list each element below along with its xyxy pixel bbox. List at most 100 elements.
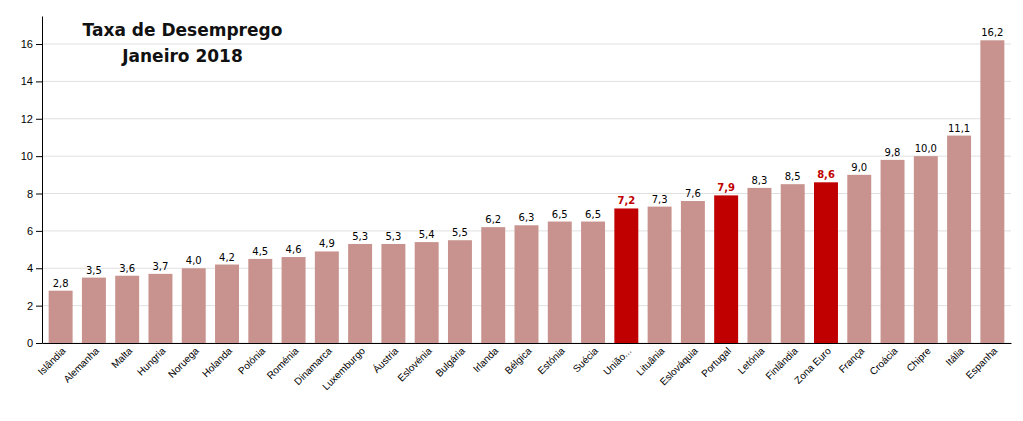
data-label: 10,0	[915, 143, 937, 154]
x-tick: Noruega	[166, 345, 201, 380]
x-tick-label: Malta	[109, 345, 134, 370]
y-tick-label: 8	[27, 188, 33, 200]
x-tick: Malta	[109, 345, 134, 370]
data-label: 4,6	[286, 244, 302, 255]
x-tick: Alemanha	[61, 345, 101, 385]
y-tick-mark	[36, 44, 42, 45]
x-tick-label: França	[837, 345, 867, 375]
y-tick-mark	[36, 343, 42, 344]
data-label: 5,3	[385, 231, 401, 242]
data-labels: 2,83,53,63,74,04,24,54,64,95,35,35,45,56…	[53, 27, 1004, 288]
data-label: 9,8	[885, 147, 901, 158]
y-tick: 8	[27, 188, 42, 200]
subtitle: Janeiro 2018	[121, 46, 243, 66]
x-tick-label: Itália	[943, 345, 966, 368]
x-tick-label: Eslovénia	[395, 345, 434, 384]
bar	[82, 278, 106, 343]
grid-line	[42, 81, 1011, 82]
x-tick: Eslováquia	[658, 345, 701, 388]
data-label: 4,5	[252, 246, 268, 257]
bar	[847, 175, 871, 343]
y-tick-mark	[36, 268, 42, 269]
bar	[648, 207, 672, 343]
bar	[148, 274, 172, 343]
x-tick-label: Estónia	[535, 345, 567, 377]
x-tick: Polónia	[236, 345, 268, 377]
x-tick-label: Luxemburgo	[320, 345, 367, 392]
x-tick-label: Islândia	[36, 345, 68, 377]
x-tick: Luxemburgo	[320, 345, 367, 392]
x-tick: Eslovénia	[395, 345, 434, 384]
x-tick: Holanda	[200, 345, 234, 379]
y-tick-mark	[36, 231, 42, 232]
x-tick-label: Noruega	[166, 345, 201, 380]
y-tick-mark	[36, 119, 42, 120]
x-tick: Áustria	[370, 344, 401, 375]
x-tick: Chipre	[904, 345, 933, 374]
y-tick-label: 12	[21, 113, 33, 125]
y-tick-label: 2	[27, 300, 33, 312]
bar	[282, 257, 306, 343]
x-tick-label: União...	[601, 345, 633, 377]
x-tick: União...	[601, 345, 633, 377]
bar	[49, 291, 73, 343]
x-tick: França	[837, 345, 867, 375]
bar	[215, 265, 239, 343]
bar	[881, 160, 905, 343]
x-tick-label: Alemanha	[61, 345, 101, 385]
x-tick: Portugal	[699, 345, 733, 379]
x-tick: Zona Euro	[792, 345, 833, 386]
title: Taxa de Desemprego	[83, 20, 283, 40]
data-label: 5,4	[419, 229, 435, 240]
bar	[348, 244, 372, 343]
x-tick: Estónia	[535, 345, 567, 377]
data-label: 11,1	[948, 123, 970, 134]
x-axis-line	[43, 343, 1012, 344]
bar	[248, 259, 272, 343]
grid	[42, 44, 1011, 343]
bar	[515, 225, 539, 343]
x-tick-label: Holanda	[200, 345, 234, 379]
data-label: 3,7	[153, 261, 169, 272]
bar	[681, 201, 705, 343]
x-tick-label: Eslováquia	[658, 345, 701, 388]
y-tick-label: 10	[21, 150, 33, 162]
x-tick: Espanha	[964, 345, 1000, 381]
data-label: 7,9	[717, 182, 735, 193]
x-tick-label: Bélgica	[503, 345, 534, 376]
y-axis-line	[42, 17, 43, 344]
x-tick-label: Polónia	[236, 345, 268, 377]
x-tick-label: Irlanda	[471, 345, 501, 375]
bar	[747, 188, 771, 343]
data-label: 3,5	[86, 265, 102, 276]
x-tick: Lituânia	[634, 345, 667, 378]
bar	[980, 40, 1004, 343]
y-tick-label: 6	[27, 225, 33, 237]
chart: 2,83,53,63,74,04,24,54,64,95,35,35,45,56…	[0, 0, 1023, 421]
data-label: 6,5	[552, 209, 568, 220]
y-tick: 16	[21, 38, 42, 50]
grid-line	[42, 156, 1011, 157]
x-tick-label: Bulgária	[433, 345, 467, 379]
bar	[481, 227, 505, 343]
x-axis: IslândiaAlemanha MaltaHungriaNoruegaHolan…	[36, 344, 1012, 393]
y-tick-mark	[36, 81, 42, 82]
y-tick-label: 14	[21, 75, 33, 87]
y-axis: 0246810121416	[21, 17, 43, 350]
x-tick-label: Letónia	[736, 345, 767, 376]
plot: 2,83,53,63,74,04,24,54,64,95,35,35,45,56…	[21, 17, 1012, 393]
data-label: 4,9	[319, 238, 335, 249]
x-tick: Islândia	[36, 345, 68, 377]
y-tick: 6	[27, 225, 42, 237]
x-tick-label: Hungria	[135, 345, 168, 378]
x-tick-label: Portugal	[699, 345, 733, 379]
y-tick: 10	[21, 150, 42, 162]
bar	[814, 182, 838, 343]
bar	[381, 244, 405, 343]
data-label: 8,6	[817, 169, 835, 180]
grid-line	[42, 118, 1011, 119]
data-label: 4,2	[219, 252, 235, 263]
data-label: 6,5	[585, 209, 601, 220]
data-label: 5,5	[452, 227, 468, 238]
y-tick: 12	[21, 113, 42, 125]
